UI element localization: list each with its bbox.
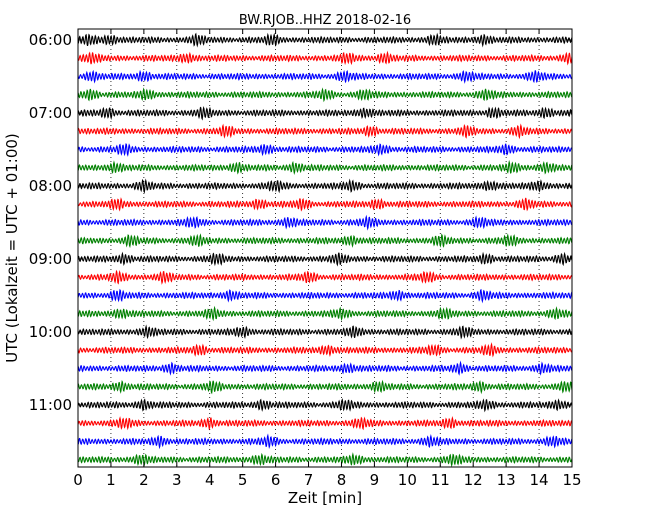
trace-09:00 (77, 251, 573, 267)
trace-07:45 (77, 159, 573, 175)
trace-07:15 (77, 123, 573, 140)
seismogram-traces (77, 32, 573, 468)
x-tick-label: 9 (370, 471, 380, 489)
trace-08:45 (77, 233, 573, 249)
x-tick-label: 14 (530, 471, 549, 489)
x-tick-label: 6 (271, 471, 281, 489)
y-tick-label: 09:00 (29, 250, 72, 268)
trace-06:45 (77, 87, 573, 103)
x-tick-label: 2 (139, 471, 149, 489)
x-tick-label: 0 (73, 471, 83, 489)
plot-frame (77, 28, 573, 468)
trace-08:00 (77, 178, 573, 194)
y-tick-label: 11:00 (29, 396, 72, 414)
trace-08:30 (77, 214, 573, 231)
trace-09:15 (77, 269, 573, 285)
x-tick-label: 8 (337, 471, 347, 489)
x-tick-label: 11 (431, 471, 450, 489)
trace-11:15 (77, 415, 573, 431)
trace-10:15 (77, 342, 573, 358)
x-tick-label: 1 (106, 471, 116, 489)
trace-11:45 (77, 452, 573, 468)
axis-ticks: 0 1 2 3 4 5 6 7 8 9 10 11 12 13 14 1506:0007:0008:0009:… (29, 29, 582, 489)
trace-09:30 (77, 288, 573, 304)
x-tick-label: 5 (238, 471, 248, 489)
x-tick-label: 13 (497, 471, 516, 489)
trace-06:00 (77, 32, 573, 48)
x-tick-label: 4 (205, 471, 215, 489)
trace-11:30 (77, 433, 573, 450)
x-tick-label: 7 (304, 471, 314, 489)
x-tick-label: 12 (464, 471, 483, 489)
trace-10:00 (77, 324, 573, 340)
y-tick-label: 08:00 (29, 177, 72, 195)
trace-10:30 (77, 360, 573, 376)
trace-07:30 (77, 143, 573, 157)
x-tick-label: 15 (562, 471, 581, 489)
x-axis-label: Zeit [min] (288, 489, 362, 507)
trace-07:00 (77, 105, 573, 121)
trace-10:45 (77, 379, 573, 395)
y-tick-label: 06:00 (29, 31, 72, 49)
trace-11:00 (77, 398, 573, 413)
x-tick-label: 3 (172, 471, 182, 489)
x-tick-label: 10 (398, 471, 417, 489)
trace-06:15 (77, 50, 573, 66)
trace-09:45 (77, 305, 573, 322)
y-tick-label: 07:00 (29, 104, 72, 122)
y-axis-label: UTC (Lokalzeit = UTC + 01:00) (3, 133, 21, 363)
chart-title: BW.RJOB..HHZ 2018-02-16 (239, 13, 411, 28)
y-tick-label: 10:00 (29, 323, 72, 341)
trace-06:30 (77, 69, 573, 84)
trace-08:15 (77, 197, 573, 212)
